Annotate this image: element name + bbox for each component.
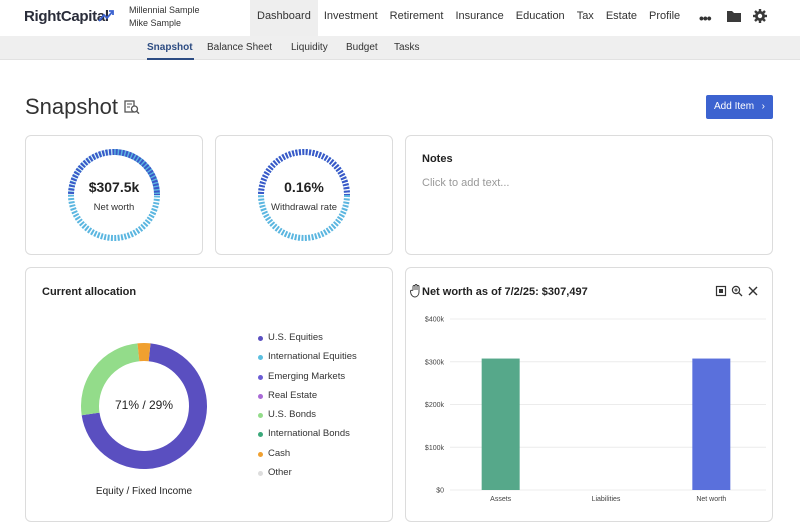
allocation-caption: Equity / Fixed Income	[95, 486, 193, 497]
allocation-donut-chart[interactable]	[44, 306, 244, 506]
net-worth-chart-title: Net worth as of 7/2/25: $307,497	[422, 286, 588, 298]
client-name-secondary: Mike Sample	[129, 18, 182, 28]
legend-dot	[258, 451, 263, 457]
page-title: Snapshot	[25, 94, 118, 119]
sub-nav: Snapshot Balance Sheet Liquidity Budget …	[0, 36, 800, 60]
zoom-icon[interactable]	[731, 285, 743, 297]
nav-tax[interactable]: Tax	[576, 10, 594, 22]
net-worth-label: Net worth	[93, 202, 135, 213]
subnav-tasks[interactable]: Tasks	[394, 42, 420, 53]
folder-icon[interactable]	[726, 9, 742, 23]
active-tab-indicator	[147, 58, 194, 60]
y-tick-label: $200k	[425, 402, 445, 409]
donut-segment-u-s-equities[interactable]	[81, 343, 207, 469]
legend-item[interactable]: U.S. Bonds	[258, 409, 357, 428]
y-tick-label: $100k	[425, 445, 445, 452]
legend-item[interactable]: International Bonds	[258, 428, 357, 447]
legend-item[interactable]: U.S. Equities	[258, 332, 357, 351]
withdrawal-rate-ring	[258, 149, 350, 241]
legend-dot	[258, 393, 263, 399]
withdrawal-rate-value: 0.16%	[284, 179, 324, 195]
x-tick-label: Liabilities	[592, 496, 621, 503]
add-item-button[interactable]: Add Item ›	[706, 95, 773, 119]
x-tick-label: Assets	[490, 496, 512, 503]
export-icon[interactable]	[715, 285, 727, 297]
y-tick-label: $300k	[425, 359, 445, 366]
legend-item[interactable]: Real Estate	[258, 390, 357, 409]
client-names[interactable]: Millennial Sample Mike Sample	[129, 4, 200, 30]
legend-label: Cash	[268, 447, 291, 459]
withdrawal-rate-card[interactable]: 0.16% Withdrawal rate	[215, 135, 393, 255]
legend-label: International Equities	[268, 351, 357, 363]
close-icon[interactable]	[747, 285, 759, 297]
add-item-label: Add Item	[714, 101, 755, 112]
legend-label: Emerging Markets	[268, 370, 346, 382]
subnav-balance-sheet[interactable]: Balance Sheet	[207, 42, 273, 53]
nav-education[interactable]: Education	[515, 10, 565, 22]
y-tick-label: $0	[436, 488, 444, 495]
legend-dot	[258, 336, 263, 341]
subnav-budget[interactable]: Budget	[346, 42, 378, 53]
notes-title: Notes	[422, 153, 453, 165]
more-icon[interactable]: •••	[699, 10, 712, 26]
top-bar: RightCapital Millennial Sample Mike Samp…	[0, 0, 800, 36]
y-tick-label: $400k	[425, 317, 445, 324]
legend-label: Other	[268, 467, 292, 479]
net-worth-card[interactable]: $307.5k Net worth	[25, 135, 203, 255]
nav-dashboard[interactable]: Dashboard	[250, 0, 318, 36]
drag-handle-icon[interactable]	[410, 284, 422, 298]
logo-arrow-icon	[98, 10, 114, 22]
legend-dot	[258, 355, 263, 361]
client-name-primary: Millennial Sample	[129, 5, 200, 15]
net-worth-ring	[68, 149, 160, 241]
legend-item[interactable]: Emerging Markets	[258, 371, 357, 390]
net-worth-chart-card: Net worth as of 7/2/25: $307,497 $0 $100k…	[405, 267, 773, 522]
legend-label: U.S. Equities	[268, 332, 323, 343]
legend-item[interactable]: Other	[258, 467, 357, 486]
allocation-title: Current allocation	[42, 286, 137, 298]
notes-card: Notes Click to add text...	[405, 135, 773, 255]
legend-dot	[258, 413, 263, 419]
withdrawal-rate-label: Withdrawal rate	[271, 202, 337, 213]
notes-input[interactable]: Click to add text...	[422, 177, 510, 189]
subnav-liquidity[interactable]: Liquidity	[291, 42, 328, 53]
donut-segment-u-s-bonds[interactable]	[81, 343, 140, 416]
legend-label: International Bonds	[268, 428, 350, 440]
current-allocation-card: Current allocation 71% / 29% Equity / Fi…	[25, 267, 393, 522]
legend-item[interactable]: Cash	[258, 448, 357, 467]
chart-toolbar	[715, 285, 759, 297]
main-nav: Dashboard Investment Retirement Insuranc…	[250, 0, 686, 36]
brand-logo[interactable]: RightCapital	[24, 8, 109, 25]
allocation-legend: U.S. Equities International Equities Emerg…	[258, 332, 357, 486]
x-tick-label: Net worth	[696, 496, 726, 503]
nav-investment[interactable]: Investment	[323, 10, 378, 22]
legend-label: Real Estate	[268, 389, 318, 401]
bar-assets[interactable]	[481, 358, 520, 490]
subnav-snapshot[interactable]: Snapshot	[147, 42, 193, 53]
net-worth-value: $307.5k	[88, 179, 140, 195]
nav-profile[interactable]: Profile	[649, 10, 681, 22]
legend-dot	[258, 432, 263, 438]
nav-insurance[interactable]: Insurance	[455, 10, 504, 22]
nav-retirement[interactable]: Retirement	[389, 10, 444, 22]
nav-estate[interactable]: Estate	[605, 10, 637, 22]
bar-net-worth[interactable]	[692, 358, 731, 490]
legend-item[interactable]: International Equities	[258, 351, 357, 370]
legend-dot	[258, 374, 263, 380]
chevron-right-icon: ›	[761, 101, 765, 112]
gear-icon[interactable]	[752, 8, 768, 24]
legend-label: U.S. Bonds	[268, 409, 317, 421]
legend-dot	[258, 471, 263, 477]
allocation-center-text: 71% / 29%	[114, 398, 174, 412]
snapshot-search-icon[interactable]	[124, 99, 140, 115]
